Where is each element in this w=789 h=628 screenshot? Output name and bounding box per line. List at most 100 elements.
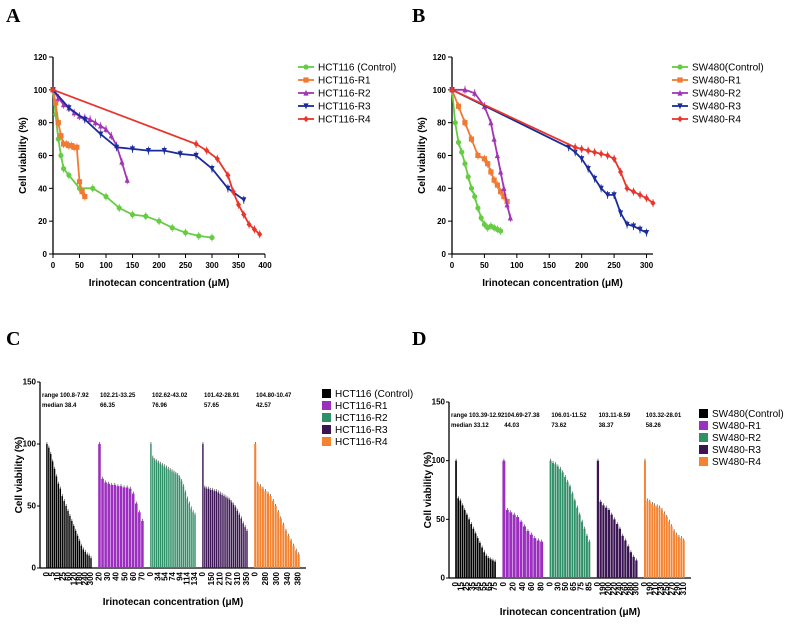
x-tick-label: 75: [490, 581, 499, 590]
legend-swatch: [699, 421, 708, 430]
x-tick-label: 34: [153, 571, 162, 580]
data-point: [193, 152, 199, 159]
x-tick-label: 100: [99, 261, 113, 270]
data-point: [494, 152, 500, 159]
x-tick-label: 250: [179, 261, 193, 270]
bar: [264, 491, 267, 568]
bar: [509, 512, 513, 578]
legend-item-hct116-r3: HCT116-R3: [322, 425, 388, 436]
bar: [78, 540, 81, 568]
bar: [204, 487, 206, 568]
range-annotation: 102.62-43.02: [152, 393, 188, 399]
data-point: [76, 179, 83, 185]
bar: [80, 545, 83, 568]
legend-label: SW480-R1: [712, 421, 761, 432]
y-tick-label: 100: [34, 86, 48, 95]
data-point: [617, 210, 624, 217]
bar: [602, 505, 605, 578]
y-tick-label: 100: [433, 86, 447, 95]
data-point: [449, 86, 455, 94]
bar: [613, 519, 616, 578]
data-point: [82, 116, 88, 123]
bar: [610, 514, 613, 578]
y-axis-label: Cell viability (%): [423, 452, 434, 529]
legend-item-hct116-control: HCT116 (Control): [298, 63, 396, 74]
data-point: [472, 193, 478, 200]
bar: [69, 515, 71, 568]
x-tick-label: 280: [626, 581, 635, 595]
range-annotation: 103.11-8.59: [599, 413, 631, 419]
data-point: [116, 205, 122, 211]
data-point: [209, 234, 215, 241]
data-point: [98, 131, 104, 138]
data-point: [630, 188, 637, 195]
x-tick-label: 300: [631, 581, 640, 595]
bar: [485, 555, 488, 578]
bar: [223, 496, 225, 568]
bar: [61, 496, 63, 568]
legend-label: HCT116-R4: [318, 115, 371, 126]
y-tick-label: 50: [436, 515, 445, 524]
bar: [242, 523, 244, 568]
y-axis-label: Cell viability (%): [18, 117, 29, 194]
y-tick-label: 50: [27, 502, 36, 511]
bar: [561, 472, 564, 578]
legend-marker: [303, 77, 309, 83]
x-tick-label: 70: [137, 571, 146, 580]
data-point: [230, 188, 236, 195]
x-tick-label: 280: [261, 571, 270, 585]
series-line: [451, 88, 654, 204]
data-point: [498, 228, 504, 234]
x-tick-label: 50: [75, 261, 84, 270]
bar: [677, 536, 680, 578]
data-point: [209, 166, 215, 172]
bar: [516, 516, 520, 578]
x-tick-label: 30: [103, 571, 112, 580]
x-tick-label: 240: [81, 571, 90, 585]
x-tick-label: 220: [609, 581, 618, 595]
bar: [154, 460, 156, 568]
data-point: [468, 136, 475, 142]
legend-marker: [303, 64, 309, 70]
bar: [182, 486, 185, 568]
y-tick-label: 60: [437, 152, 446, 161]
bar: [616, 524, 619, 578]
series-hct116-control: [50, 87, 215, 242]
legend-marker: [677, 103, 683, 110]
legend-label: SW480-R1: [692, 76, 741, 87]
legend-item-sw480-r1: SW480-R1: [699, 421, 761, 432]
bar: [59, 488, 62, 568]
bar: [599, 501, 602, 578]
data-point: [225, 172, 231, 179]
bar: [207, 488, 210, 568]
data-point: [61, 166, 67, 172]
bar: [169, 470, 171, 568]
bar: [261, 488, 264, 568]
legend-item-sw480-r2: SW480-R2: [699, 433, 761, 444]
bar: [116, 486, 120, 568]
x-tick-label: 290: [673, 581, 682, 595]
bar: [119, 486, 123, 568]
data-point: [129, 146, 136, 153]
x-tick-label: 0: [640, 581, 649, 586]
data-point: [598, 150, 604, 158]
x-tick-label: 250: [662, 581, 671, 595]
data-point: [177, 151, 183, 158]
bar: [188, 503, 190, 568]
bar: [564, 477, 567, 578]
legend-swatch: [699, 433, 708, 442]
legend-item-hct116-r1: HCT116-R1: [322, 401, 388, 412]
legend-item-sw480-r3: SW480-R3: [699, 445, 761, 456]
legend-label: SW480-R4: [712, 457, 761, 468]
bar: [152, 457, 154, 568]
x-tick-label: 0: [546, 581, 555, 586]
bar: [236, 510, 239, 568]
legend-marker: [303, 103, 309, 110]
bar: [297, 554, 300, 568]
data-point: [66, 105, 72, 112]
median-annotation: 42.57: [256, 403, 272, 409]
bar-group-hct116-r3: 0 150 210 270 310 350 101.42-28.91 57.65: [198, 393, 251, 585]
series-sw480-r4: [449, 86, 656, 208]
